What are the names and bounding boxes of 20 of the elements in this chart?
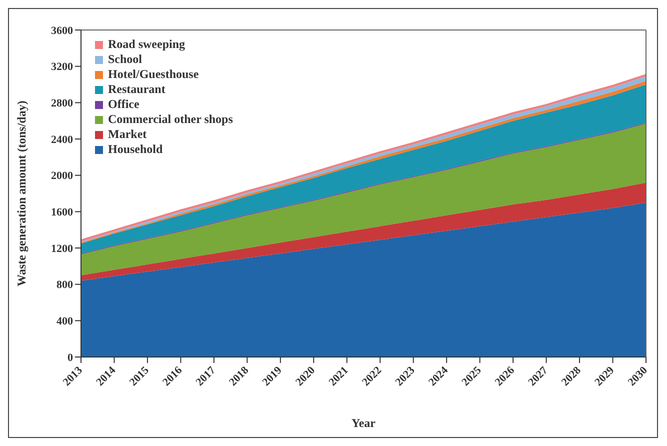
legend-label: Household <box>108 142 163 157</box>
y-tick-label: 3600 <box>51 24 74 37</box>
y-tick-label: 400 <box>56 316 74 328</box>
x-axis-title: Year <box>352 416 376 430</box>
y-axis-title: Waste generation amount (tons/day) <box>14 100 28 286</box>
legend-label: School <box>108 52 142 67</box>
y-tick-label: 0 <box>68 352 74 364</box>
legend-label: Road sweeping <box>108 37 186 52</box>
legend-label: Restaurant <box>108 82 166 97</box>
legend-label: Commercial other shops <box>108 112 233 127</box>
legend-label: Hotel/Guesthouse <box>108 67 199 82</box>
y-tick-label: 1200 <box>51 242 74 255</box>
y-tick-label: 2000 <box>51 170 74 182</box>
y-tick-label: 3200 <box>51 61 74 74</box>
legend-label: Market <box>108 127 147 142</box>
y-tick-label: 2400 <box>51 134 74 146</box>
legend-label: Office <box>108 97 140 112</box>
y-tick-label: 800 <box>56 279 74 292</box>
y-tick-label: 1600 <box>51 206 74 219</box>
y-tick-label: 2800 <box>51 98 74 110</box>
